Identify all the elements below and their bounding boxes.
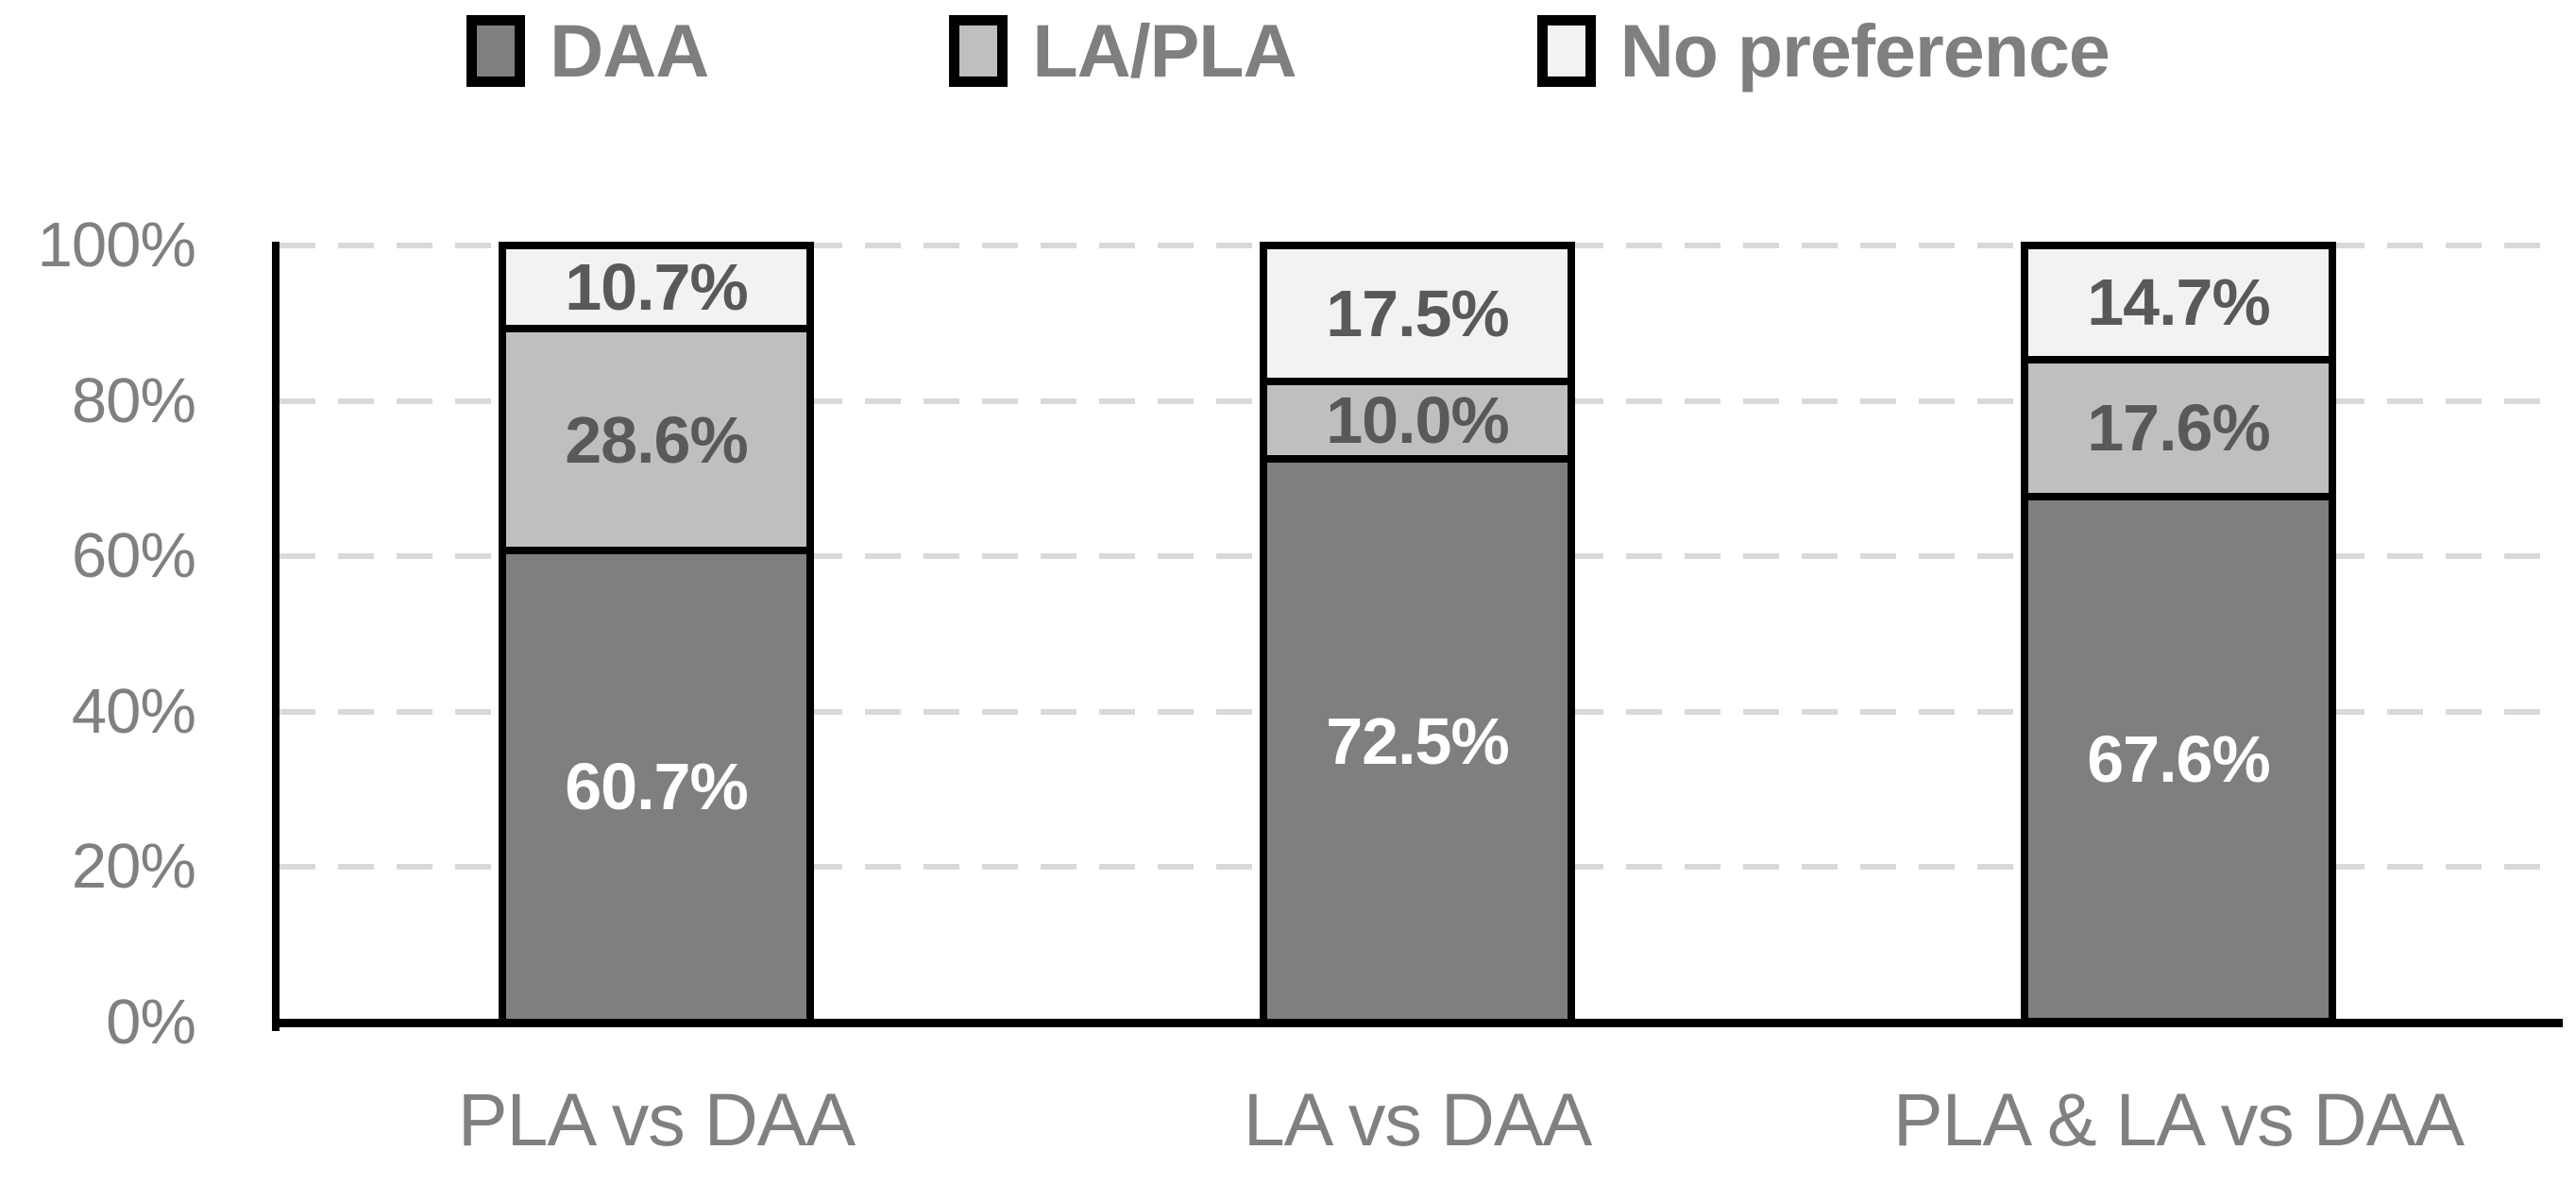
segment-value-label: 14.7%	[2087, 265, 2270, 340]
bar-segment-no-preference: 10.7%	[502, 245, 810, 330]
y-tick-label: 80%	[71, 364, 196, 436]
segment-value-label: 28.6%	[565, 402, 748, 477]
y-axis-line	[272, 242, 280, 1031]
segment-value-label: 60.7%	[565, 750, 748, 824]
legend-item-no-preference: No preference	[1536, 8, 2110, 93]
segment-value-label: 10.0%	[1326, 383, 1509, 458]
bar-1: 10.7% 28.6% 60.7%	[499, 242, 814, 1026]
legend: DAA LA/PLA No preference	[0, 13, 2576, 88]
legend-label: LA/PLA	[1032, 8, 1296, 93]
segment-value-label: 72.5%	[1326, 703, 1509, 778]
bar-segment-la-pla: 17.6%	[2025, 359, 2332, 497]
bar-segment-daa: 72.5%	[1263, 459, 1571, 1023]
bar-segment-no-preference: 17.5%	[1263, 245, 1571, 382]
bar-3: 14.7% 17.6% 67.6%	[2021, 242, 2336, 1026]
legend-swatch-icon	[466, 14, 526, 87]
y-tick-label: 60%	[71, 520, 196, 592]
x-category-label: PLA & LA vs DAA	[1892, 1077, 2465, 1161]
segment-value-label: 10.7%	[565, 250, 748, 325]
bar-2: 17.5% 10.0% 72.5%	[1260, 242, 1575, 1026]
legend-item-la-pla: LA/PLA	[949, 8, 1297, 93]
y-tick-label: 40%	[71, 675, 196, 747]
y-tick-label: 0%	[106, 987, 196, 1057]
x-category-label: LA vs DAA	[1243, 1077, 1593, 1161]
bar-segment-la-pla: 10.0%	[1263, 381, 1571, 460]
bar-segment-daa: 60.7%	[502, 550, 810, 1023]
legend-item-daa: DAA	[466, 8, 709, 93]
y-tick-label: 100%	[37, 210, 196, 280]
segment-value-label: 17.5%	[1326, 277, 1509, 350]
x-axis-line	[272, 1019, 2563, 1027]
legend-label: DAA	[550, 8, 709, 93]
bar-segment-la-pla: 28.6%	[502, 329, 810, 551]
legend-swatch-icon	[949, 14, 1008, 87]
legend-label: No preference	[1619, 8, 2110, 93]
bar-segment-no-preference: 14.7%	[2025, 245, 2332, 360]
legend-swatch-icon	[1536, 14, 1596, 87]
segment-value-label: 17.6%	[2087, 391, 2270, 465]
bar-segment-daa: 67.6%	[2025, 496, 2332, 1023]
segment-value-label: 67.6%	[2087, 721, 2270, 796]
x-category-label: PLA vs DAA	[457, 1077, 856, 1161]
y-tick-label: 20%	[71, 831, 196, 903]
